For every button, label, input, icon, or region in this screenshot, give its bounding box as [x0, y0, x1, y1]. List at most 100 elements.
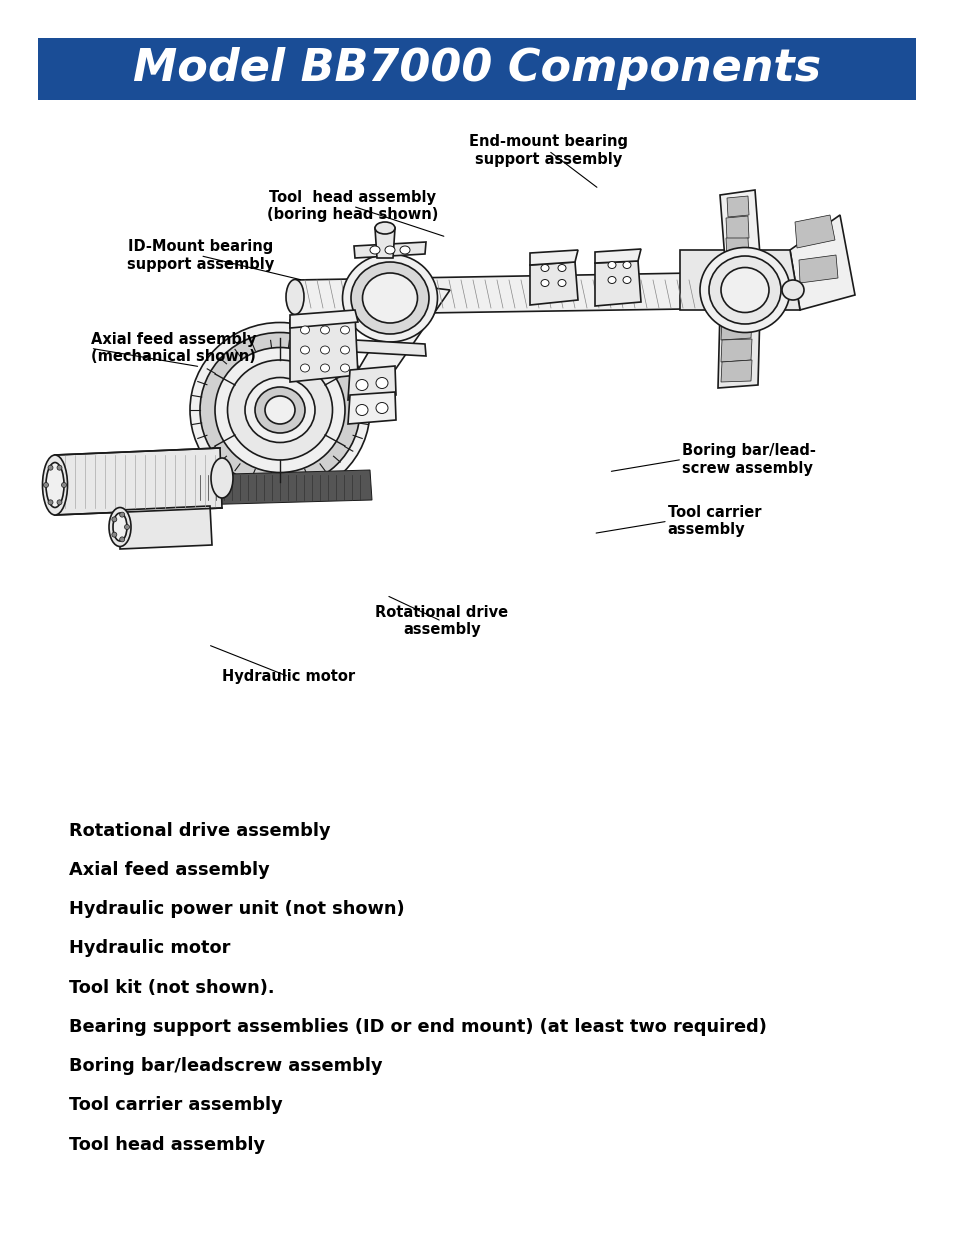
Ellipse shape [300, 326, 309, 333]
Polygon shape [354, 242, 426, 258]
Text: Hydraulic power unit (not shown): Hydraulic power unit (not shown) [69, 900, 404, 918]
Ellipse shape [44, 483, 49, 488]
Ellipse shape [375, 378, 388, 389]
Ellipse shape [48, 500, 53, 505]
Ellipse shape [355, 379, 368, 390]
Text: Axial feed assembly: Axial feed assembly [69, 861, 269, 879]
Ellipse shape [540, 279, 548, 287]
Text: Rotational drive assembly: Rotational drive assembly [69, 821, 330, 840]
Ellipse shape [340, 326, 349, 333]
Polygon shape [799, 254, 837, 283]
Ellipse shape [375, 222, 395, 233]
Ellipse shape [607, 262, 616, 268]
Text: ID-Mount bearing
support assembly: ID-Mount bearing support assembly [127, 240, 274, 272]
Ellipse shape [607, 277, 616, 284]
Polygon shape [290, 310, 357, 329]
Ellipse shape [385, 246, 395, 254]
Polygon shape [725, 216, 748, 240]
Ellipse shape [558, 279, 565, 287]
Text: Hydraulic motor: Hydraulic motor [69, 940, 230, 957]
Ellipse shape [57, 500, 62, 505]
Ellipse shape [340, 364, 349, 372]
Text: Axial feed assembly
(mechanical shown): Axial feed assembly (mechanical shown) [91, 332, 255, 364]
Ellipse shape [320, 364, 329, 372]
Ellipse shape [43, 454, 68, 515]
Ellipse shape [245, 378, 314, 442]
Ellipse shape [211, 458, 233, 498]
Polygon shape [348, 391, 395, 424]
Ellipse shape [265, 396, 294, 424]
Ellipse shape [300, 346, 309, 354]
Text: Tool kit (not shown).: Tool kit (not shown). [69, 978, 274, 997]
Polygon shape [720, 359, 751, 382]
Polygon shape [726, 196, 748, 217]
Text: Model BB7000 Components: Model BB7000 Components [132, 47, 821, 90]
Text: Boring bar/leadscrew assembly: Boring bar/leadscrew assembly [69, 1057, 382, 1076]
Ellipse shape [119, 513, 125, 517]
Polygon shape [789, 215, 854, 310]
Polygon shape [355, 285, 450, 375]
Text: Tool carrier
assembly: Tool carrier assembly [667, 505, 760, 537]
Ellipse shape [320, 326, 329, 333]
Ellipse shape [200, 332, 359, 488]
Ellipse shape [48, 466, 53, 471]
Text: End-mount bearing
support assembly: End-mount bearing support assembly [469, 135, 627, 167]
Ellipse shape [362, 273, 417, 324]
Polygon shape [794, 215, 834, 248]
Ellipse shape [125, 525, 130, 530]
Text: Tool  head assembly
(boring head shown): Tool head assembly (boring head shown) [267, 190, 438, 222]
Ellipse shape [119, 537, 125, 542]
Polygon shape [193, 471, 372, 505]
Ellipse shape [112, 532, 116, 537]
Polygon shape [720, 338, 751, 362]
Ellipse shape [112, 517, 116, 522]
Ellipse shape [286, 279, 304, 315]
Ellipse shape [375, 403, 388, 414]
Polygon shape [530, 249, 578, 266]
Ellipse shape [700, 247, 789, 332]
Ellipse shape [214, 347, 345, 473]
Ellipse shape [355, 405, 368, 415]
Polygon shape [55, 448, 222, 515]
Polygon shape [720, 317, 751, 340]
Ellipse shape [622, 277, 630, 284]
Text: Rotational drive
assembly: Rotational drive assembly [375, 605, 508, 637]
Ellipse shape [190, 322, 370, 498]
Text: Hydraulic motor: Hydraulic motor [222, 669, 355, 684]
Text: Tool head assembly: Tool head assembly [69, 1136, 265, 1153]
Text: Tool carrier assembly: Tool carrier assembly [69, 1097, 282, 1114]
Polygon shape [348, 366, 395, 400]
Ellipse shape [57, 466, 62, 471]
Ellipse shape [46, 462, 64, 508]
Ellipse shape [708, 256, 781, 324]
Ellipse shape [300, 364, 309, 372]
Ellipse shape [340, 346, 349, 354]
Polygon shape [718, 310, 760, 388]
Polygon shape [375, 228, 395, 258]
Ellipse shape [112, 513, 127, 541]
Ellipse shape [370, 246, 379, 254]
Polygon shape [679, 249, 800, 310]
Ellipse shape [351, 262, 429, 333]
Polygon shape [530, 262, 578, 305]
Text: Boring bar/lead-
screw assembly: Boring bar/lead- screw assembly [681, 443, 815, 475]
Polygon shape [354, 340, 426, 356]
Ellipse shape [227, 359, 333, 459]
Polygon shape [725, 238, 748, 261]
Bar [38, 38, 915, 100]
Ellipse shape [558, 264, 565, 272]
Polygon shape [294, 272, 749, 315]
Text: Bearing support assemblies (ID or end mount) (at least two required): Bearing support assemblies (ID or end mo… [69, 1018, 766, 1036]
Ellipse shape [342, 254, 437, 342]
Polygon shape [120, 506, 212, 550]
Ellipse shape [320, 346, 329, 354]
Ellipse shape [781, 280, 803, 300]
Ellipse shape [109, 508, 131, 547]
Ellipse shape [254, 387, 305, 433]
Ellipse shape [61, 483, 67, 488]
Ellipse shape [540, 264, 548, 272]
Polygon shape [595, 249, 640, 263]
Ellipse shape [399, 246, 410, 254]
Polygon shape [595, 261, 640, 306]
Polygon shape [290, 315, 357, 382]
